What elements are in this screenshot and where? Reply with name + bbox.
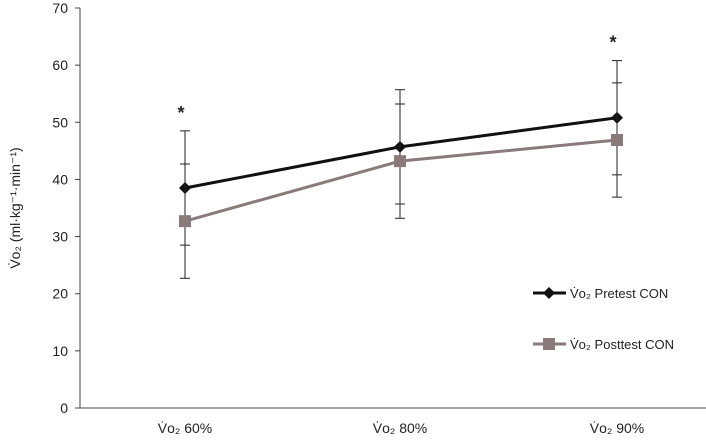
series-layer xyxy=(179,60,623,279)
legend-label: V̇o₂ Posttest CON xyxy=(570,337,674,352)
axes xyxy=(79,8,706,409)
legend-item: V̇o₂ Posttest CON xyxy=(533,337,674,352)
series-posttest xyxy=(179,82,623,279)
x-tick-label: V̇o₂ 60% xyxy=(158,420,212,436)
legend: V̇o₂ Pretest CON V̇o₂ Posttest CON xyxy=(533,286,674,352)
y-tick-label: 0 xyxy=(60,400,68,416)
y-tick-label: 20 xyxy=(52,286,68,302)
y-tick-label: 50 xyxy=(52,114,68,130)
series-line xyxy=(184,138,618,223)
y-tick-label: 70 xyxy=(52,0,68,16)
legend-marker-square xyxy=(543,338,555,350)
significance-star: * xyxy=(609,33,616,53)
data-point-square xyxy=(179,215,191,228)
data-point-square xyxy=(394,155,406,168)
y-axis-title: V̇o₂ (ml·kg⁻¹·min⁻¹) xyxy=(7,147,23,268)
data-point-square xyxy=(611,134,623,146)
significance-star: * xyxy=(177,103,184,123)
x-ticks: V̇o₂ 60% V̇o₂ 80% V̇o₂ 90% xyxy=(158,420,644,436)
legend-item: V̇o₂ Pretest CON xyxy=(533,286,668,301)
x-tick-label: V̇o₂ 90% xyxy=(590,420,644,436)
y-tick-label: 10 xyxy=(52,343,68,359)
legend-marker-diamond xyxy=(543,287,555,299)
y-tick-label: 30 xyxy=(52,229,68,245)
y-ticks: 0 10 20 30 40 50 60 70 xyxy=(52,0,80,416)
y-tick-label: 40 xyxy=(52,171,68,187)
legend-label: V̇o₂ Pretest CON xyxy=(570,286,668,301)
y-tick-label: 60 xyxy=(52,57,68,73)
series-pretest xyxy=(179,60,623,246)
series-line xyxy=(184,116,618,190)
annotations: ** xyxy=(177,33,616,123)
x-tick-label: V̇o₂ 80% xyxy=(373,420,427,436)
